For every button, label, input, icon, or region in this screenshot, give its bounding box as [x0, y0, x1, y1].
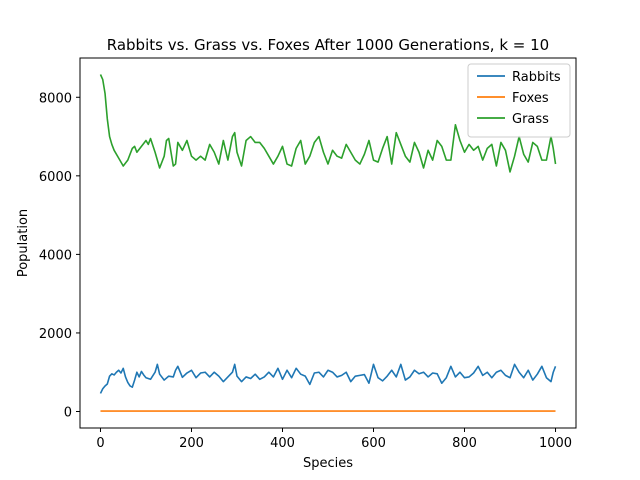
- y-tick-label: 8000: [39, 91, 72, 106]
- y-tick-label: 6000: [39, 170, 72, 185]
- axes-frame: [79, 57, 577, 429]
- y-tick-label: 4000: [39, 248, 72, 263]
- y-axis-ticks: 0 2000 4000 6000 8000: [39, 91, 80, 421]
- y-tick-label: 0: [64, 406, 72, 421]
- x-tick-label: 600: [361, 436, 386, 451]
- legend: Rabbits Foxes Grass: [467, 63, 571, 138]
- legend-label-grass: Grass: [512, 112, 549, 127]
- x-axis-ticks: 0 200 400 600 800 1000: [96, 428, 572, 451]
- x-tick-label: 200: [179, 436, 204, 451]
- legend-label-rabbits: Rabbits: [512, 70, 561, 85]
- chart-title: Rabbits vs. Grass vs. Foxes After 1000 G…: [107, 36, 549, 54]
- x-tick-label: 800: [452, 436, 477, 451]
- x-tick-label: 0: [96, 436, 104, 451]
- y-tick-label: 2000: [39, 327, 72, 342]
- series-line-rabbits: [99, 363, 557, 394]
- plot-area: [99, 74, 557, 412]
- y-axis-label: Population: [16, 209, 31, 277]
- legend-label-foxes: Foxes: [512, 91, 549, 106]
- x-tick-label: 1000: [539, 436, 572, 451]
- x-axis-label: Species: [303, 456, 353, 471]
- x-tick-label: 400: [270, 436, 295, 451]
- series-line-grass: [99, 74, 557, 173]
